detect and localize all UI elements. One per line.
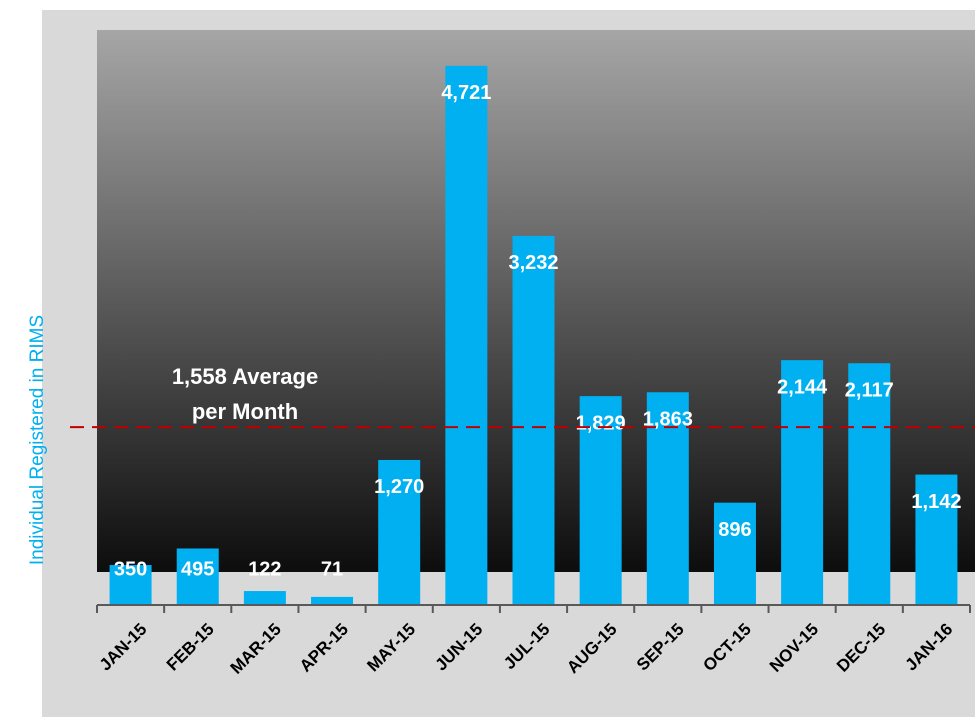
- value-label: 350: [114, 558, 147, 580]
- value-label: 4,721: [441, 82, 491, 104]
- bar: [781, 360, 824, 605]
- value-label: 896: [718, 519, 751, 541]
- bar: [579, 396, 622, 605]
- bar: [378, 459, 421, 605]
- bar: [109, 565, 152, 605]
- value-label: 122: [248, 558, 281, 580]
- bar: [176, 548, 219, 605]
- bar: [915, 474, 958, 605]
- bar: [713, 502, 756, 605]
- value-label: 1,270: [374, 476, 424, 498]
- value-label: 71: [321, 558, 343, 580]
- bar: [512, 235, 555, 606]
- bar: [445, 65, 488, 605]
- value-label: 1,829: [576, 412, 626, 434]
- annotation: per Month: [192, 399, 298, 424]
- y-axis-label: Individual Registered in RIMS: [27, 315, 48, 565]
- value-label: 1,863: [643, 409, 693, 431]
- annotation: 1,558 Average: [172, 364, 318, 389]
- value-label: 2,117: [845, 380, 894, 402]
- bar: [311, 596, 354, 605]
- value-label: 3,232: [508, 252, 558, 274]
- value-label: 2,144: [777, 376, 828, 398]
- bar: [848, 363, 891, 605]
- bar: [243, 591, 286, 605]
- value-label: 495: [181, 558, 214, 580]
- value-label: 1,142: [911, 491, 961, 513]
